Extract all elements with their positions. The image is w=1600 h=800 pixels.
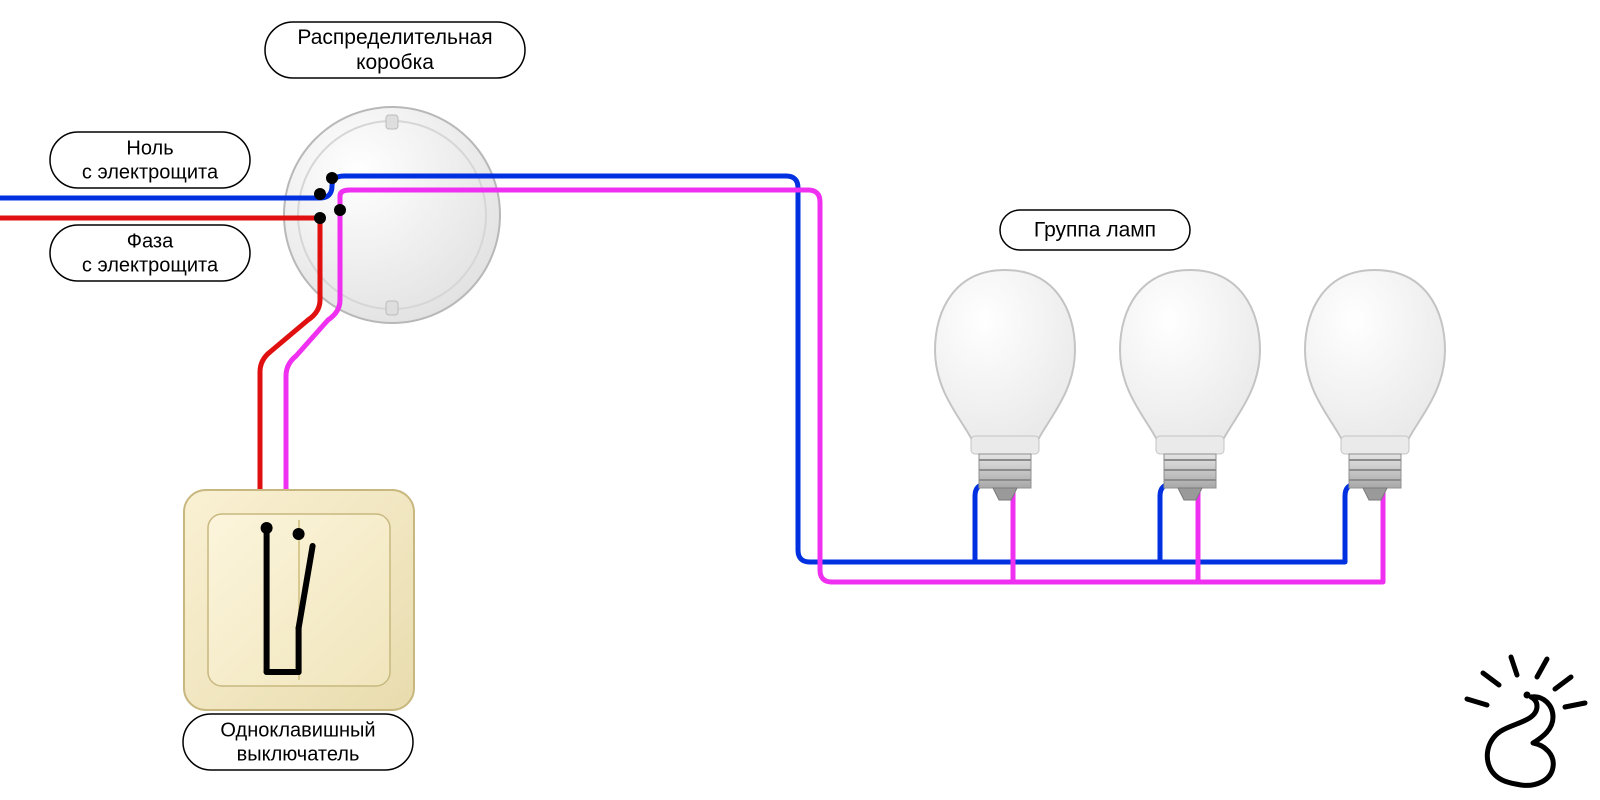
lamp-group	[935, 270, 1445, 500]
bulb-icon	[935, 270, 1075, 500]
label-neutral_in-line1: Ноль	[126, 137, 173, 159]
logo-icon	[1467, 657, 1585, 785]
label-phase_in-line1: Фаза	[127, 230, 174, 252]
label-junction_box-line1: Распределительная	[297, 26, 492, 49]
bulb-icon	[1120, 270, 1260, 500]
label-switch-line1: Одноклавишный	[220, 719, 375, 741]
wiring-diagram: РаспределительнаякоробкаНольс электрощит…	[0, 0, 1600, 800]
label-switch: Одноклавишныйвыключатель	[183, 714, 413, 770]
label-lamp_group-line1: Группа ламп	[1034, 219, 1156, 242]
label-neutral_in: Нольс электрощита	[50, 132, 250, 188]
bulb-icon	[1305, 270, 1445, 500]
label-lamp_group: Группа ламп	[1000, 210, 1190, 250]
label-phase_in: Фазас электрощита	[50, 225, 250, 281]
switch-icon	[184, 490, 414, 710]
label-neutral_in-line2: с электрощита	[82, 161, 219, 183]
label-switch-line2: выключатель	[237, 743, 360, 765]
label-junction_box-line2: коробка	[356, 51, 434, 74]
label-junction_box: Распределительнаякоробка	[265, 22, 525, 78]
label-phase_in-line2: с электрощита	[82, 254, 219, 276]
